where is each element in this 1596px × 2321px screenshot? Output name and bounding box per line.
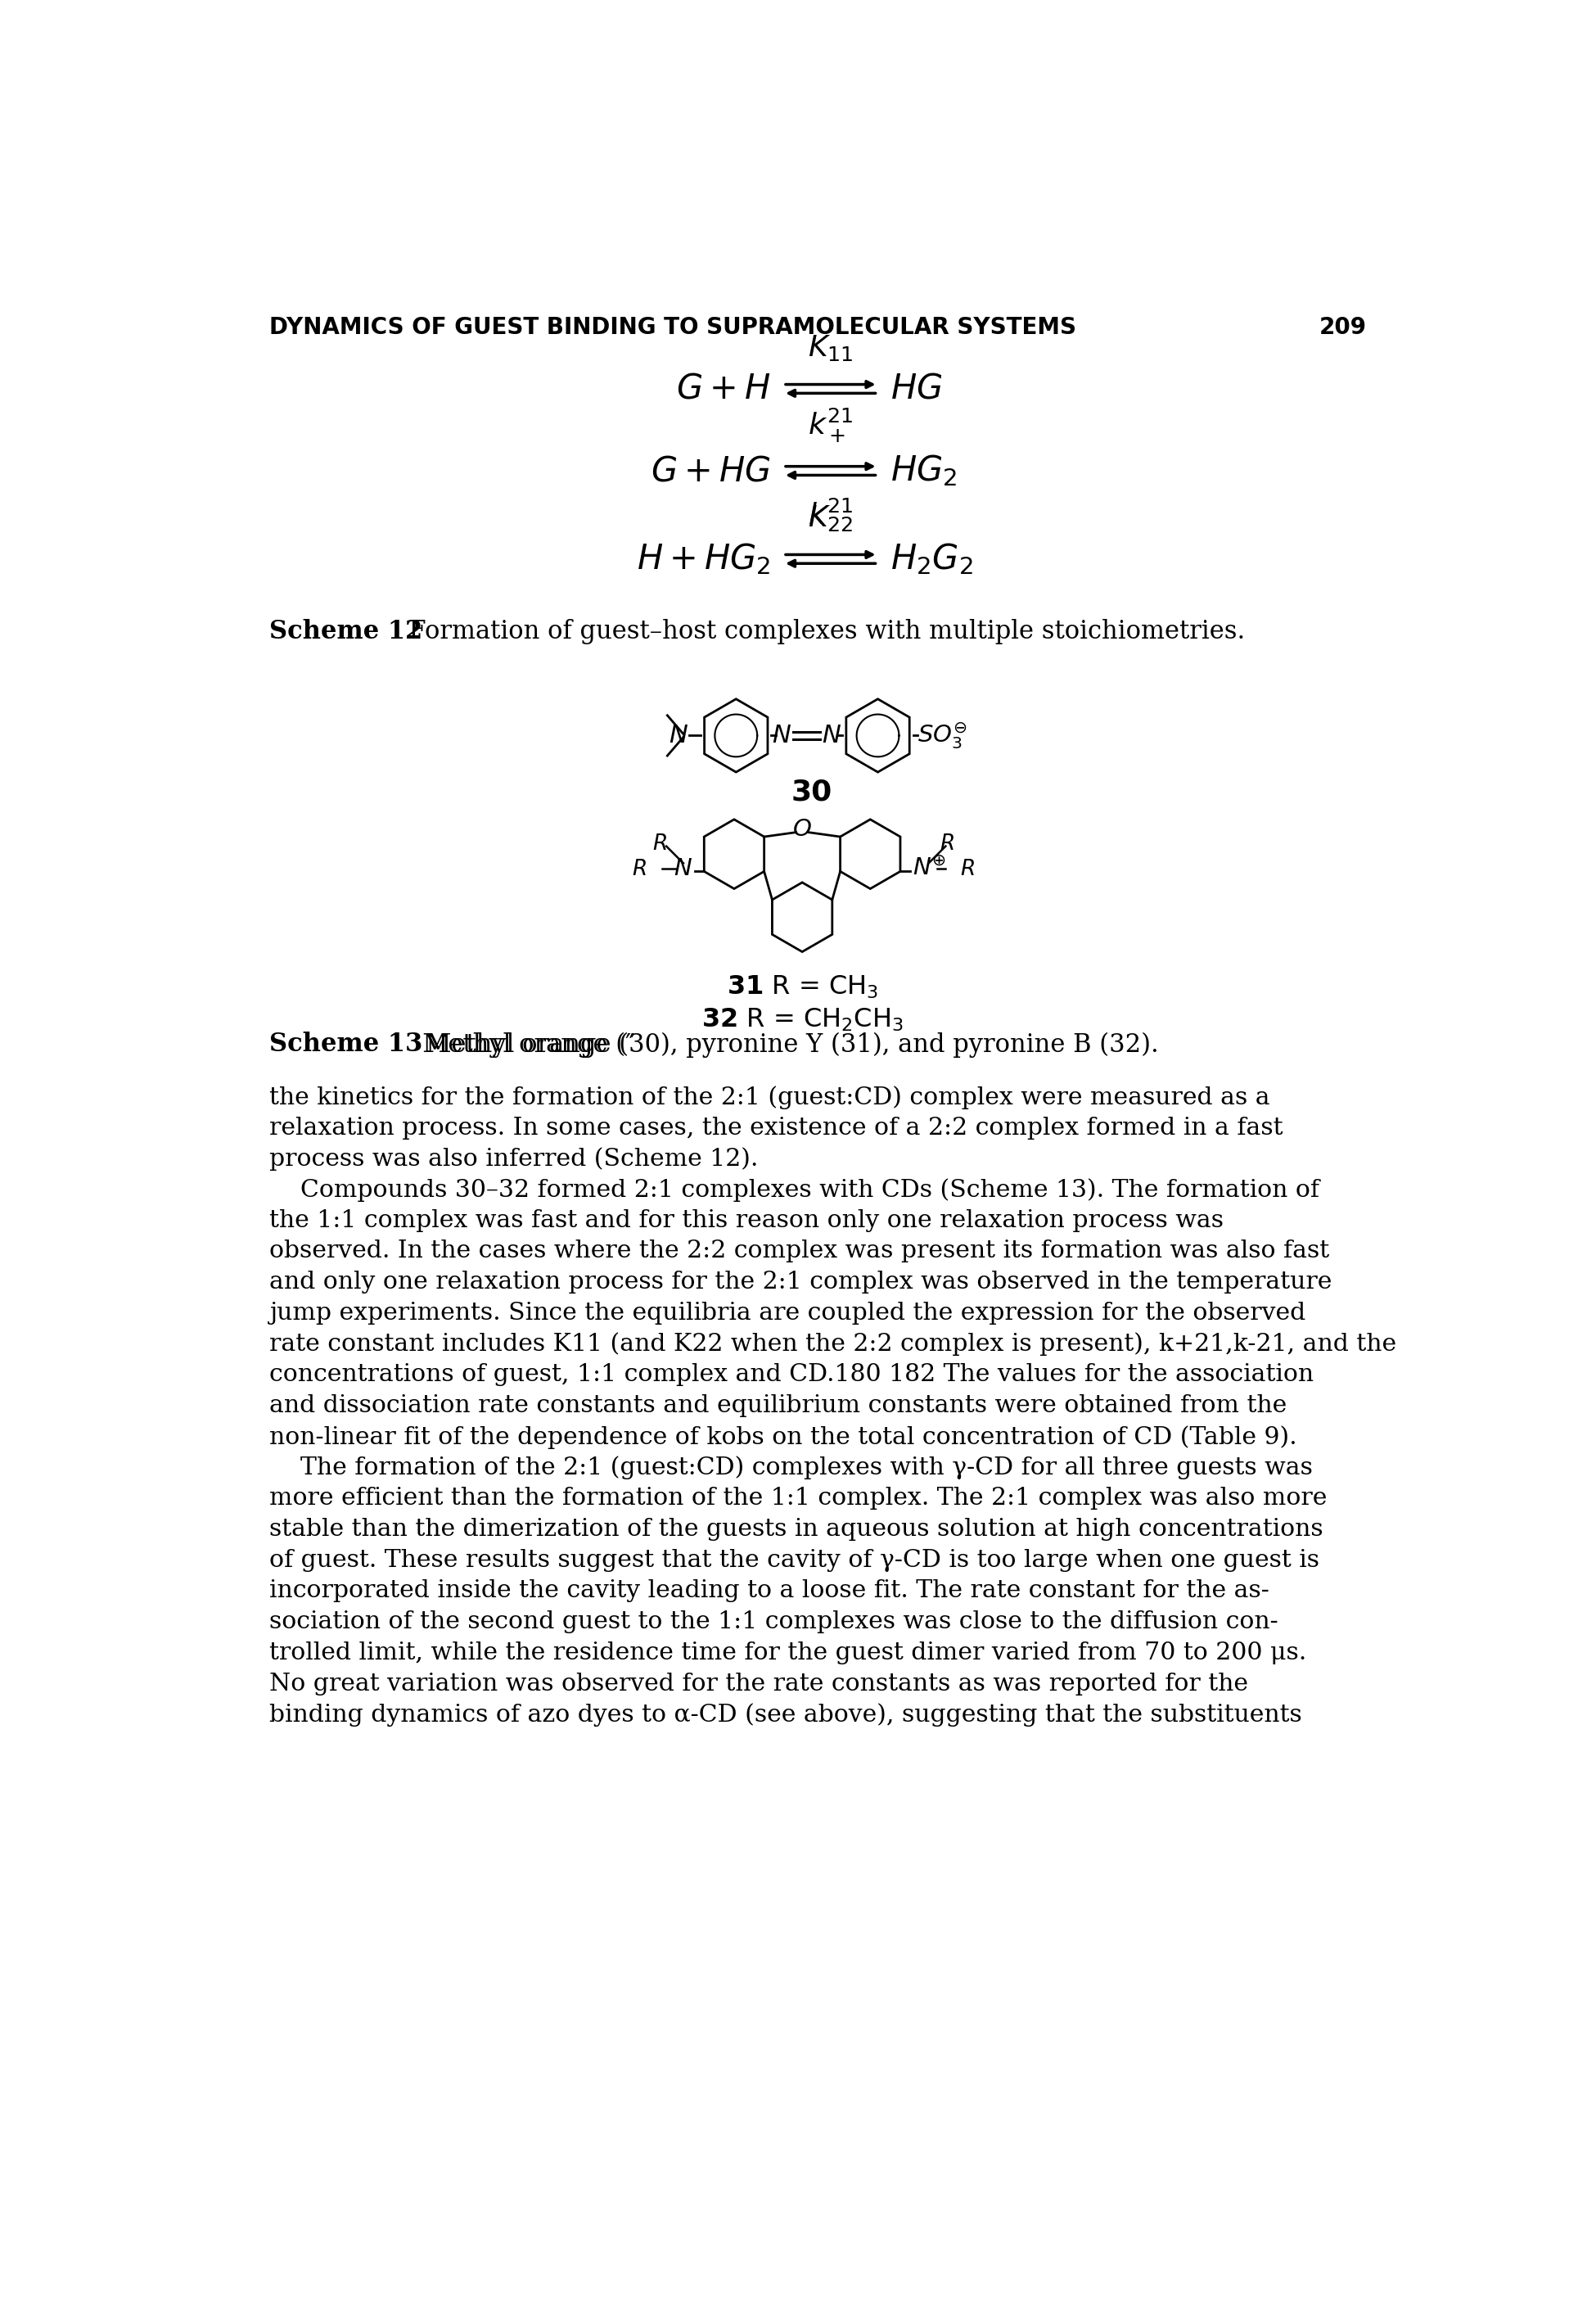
Text: process was also inferred (Scheme 12).: process was also inferred (Scheme 12).: [270, 1147, 758, 1170]
Text: $HG$: $HG$: [891, 371, 942, 406]
Text: Methyl orange (30), pyronine Y (31), and pyronine B (32).: Methyl orange (30), pyronine Y (31), and…: [402, 1033, 1159, 1058]
Text: O: O: [793, 817, 811, 840]
Text: $\mathbf{31}$ R = CH$_3$: $\mathbf{31}$ R = CH$_3$: [726, 975, 878, 1000]
Text: concentrations of guest, 1:1 complex and CD.180 182 The values for the associati: concentrations of guest, 1:1 complex and…: [270, 1362, 1314, 1386]
Text: $G + H$: $G + H$: [677, 371, 771, 406]
Text: Scheme 12: Scheme 12: [270, 620, 423, 645]
Text: $H + HG_2$: $H + HG_2$: [637, 541, 771, 576]
Text: DYNAMICS OF GUEST BINDING TO SUPRAMOLECULAR SYSTEMS: DYNAMICS OF GUEST BINDING TO SUPRAMOLECU…: [270, 316, 1077, 339]
Text: sociation of the second guest to the 1:1 complexes was close to the diffusion co: sociation of the second guest to the 1:1…: [270, 1611, 1278, 1634]
Text: $N$: $N$: [822, 724, 841, 747]
Text: the kinetics for the formation of the 2:1 (guest:CD) complex were measured as a: the kinetics for the formation of the 2:…: [270, 1086, 1270, 1109]
Text: trolled limit, while the residence time for the guest dimer varied from 70 to 20: trolled limit, while the residence time …: [270, 1641, 1307, 1664]
Text: $k_-^{21}$: $k_-^{21}$: [808, 497, 854, 525]
Text: jump experiments. Since the equilibria are coupled the expression for the observ: jump experiments. Since the equilibria a…: [270, 1302, 1306, 1325]
Text: $H_2G_2$: $H_2G_2$: [891, 541, 974, 576]
Text: and dissociation rate constants and equilibrium constants were obtained from the: and dissociation rate constants and equi…: [270, 1395, 1288, 1418]
Text: No great variation was observed for the rate constants as was reported for the: No great variation was observed for the …: [270, 1673, 1248, 1694]
Text: rate constant includes K11 (and K22 when the 2:2 complex is present), k+21,k-21,: rate constant includes K11 (and K22 when…: [270, 1332, 1396, 1355]
Text: and only one relaxation process for the 2:1 complex was observed in the temperat: and only one relaxation process for the …: [270, 1272, 1333, 1293]
Text: The formation of the 2:1 (guest:CD) complexes with γ-CD for all three guests was: The formation of the 2:1 (guest:CD) comp…: [270, 1455, 1314, 1481]
Text: Compounds 30–32 formed 2:1 complexes with CDs (Scheme 13). The formation of: Compounds 30–32 formed 2:1 complexes wit…: [270, 1179, 1320, 1202]
Text: binding dynamics of azo dyes to α-CD (see above), suggesting that the substituen: binding dynamics of azo dyes to α-CD (se…: [270, 1704, 1302, 1727]
Text: $\mathbf{32}$ R = CH$_2$CH$_3$: $\mathbf{32}$ R = CH$_2$CH$_3$: [701, 1007, 903, 1033]
Text: $N^{\oplus}$: $N^{\oplus}$: [913, 856, 946, 880]
Text: $SO_3^{\ominus}$: $SO_3^{\ominus}$: [918, 720, 967, 750]
Text: non-linear fit of the dependence of kobs on the total concentration of CD (Table: non-linear fit of the dependence of kobs…: [270, 1425, 1298, 1448]
Text: R: R: [653, 833, 667, 854]
Text: relaxation process. In some cases, the existence of a 2:2 complex formed in a fa: relaxation process. In some cases, the e…: [270, 1116, 1283, 1140]
Text: incorporated inside the cavity leading to a loose fit. The rate constant for the: incorporated inside the cavity leading t…: [270, 1581, 1270, 1601]
Text: of guest. These results suggest that the cavity of γ-CD is too large when one gu: of guest. These results suggest that the…: [270, 1548, 1320, 1571]
Text: $N$: $N$: [669, 724, 688, 747]
Text: 209: 209: [1318, 316, 1366, 339]
Text: $K_{11}$: $K_{11}$: [808, 332, 854, 362]
Text: R: R: [632, 859, 648, 880]
Text: $k_+^{21}$: $k_+^{21}$: [808, 406, 854, 443]
Text: 30: 30: [792, 778, 832, 805]
Text: $K_{22}$: $K_{22}$: [808, 504, 854, 532]
Text: R: R: [961, 859, 975, 880]
Text: Formation of guest–host complexes with multiple stoichiometries.: Formation of guest–host complexes with m…: [393, 620, 1245, 645]
Text: N: N: [674, 856, 691, 880]
Text: $G + HG$: $G + HG$: [651, 453, 771, 487]
Text: $HG_2$: $HG_2$: [891, 453, 958, 487]
Text: R: R: [940, 833, 954, 854]
Text: more efficient than the formation of the 1:1 complex. The 2:1 complex was also m: more efficient than the formation of the…: [270, 1488, 1328, 1511]
Text: Methyl orange (″: Methyl orange (″: [399, 1033, 635, 1058]
Text: the 1:1 complex was fast and for this reason only one relaxation process was: the 1:1 complex was fast and for this re…: [270, 1209, 1224, 1232]
Text: $N$: $N$: [772, 724, 792, 747]
Text: stable than the dimerization of the guests in aqueous solution at high concentra: stable than the dimerization of the gues…: [270, 1518, 1323, 1541]
Text: observed. In the cases where the 2:2 complex was present its formation was also : observed. In the cases where the 2:2 com…: [270, 1239, 1329, 1263]
Text: Scheme 13: Scheme 13: [270, 1033, 423, 1058]
